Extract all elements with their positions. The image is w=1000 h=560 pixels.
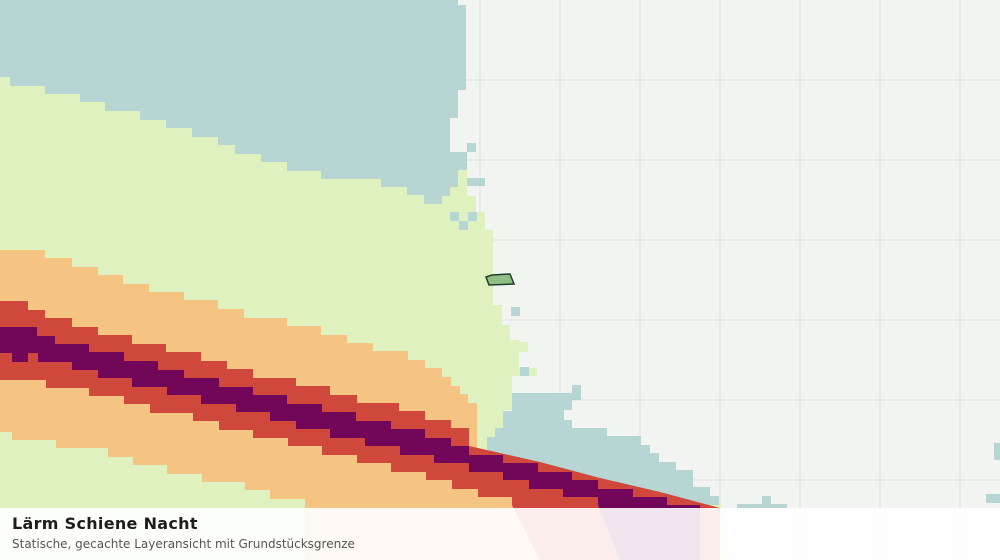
map-caption: Lärm Schiene Nacht Statische, gecachte L…	[0, 508, 1000, 560]
noise-zone-quiet	[0, 0, 467, 204]
parcel-boundary[interactable]	[485, 273, 516, 286]
map-subtitle: Statische, gecachte Layeransicht mit Gru…	[12, 537, 355, 551]
noise-zone-very-high	[0, 327, 700, 560]
map-title: Lärm Schiene Nacht	[12, 514, 198, 533]
noise-zone-quiet-fragments	[416, 143, 1000, 508]
noise-zone-quiet-east	[487, 385, 719, 505]
